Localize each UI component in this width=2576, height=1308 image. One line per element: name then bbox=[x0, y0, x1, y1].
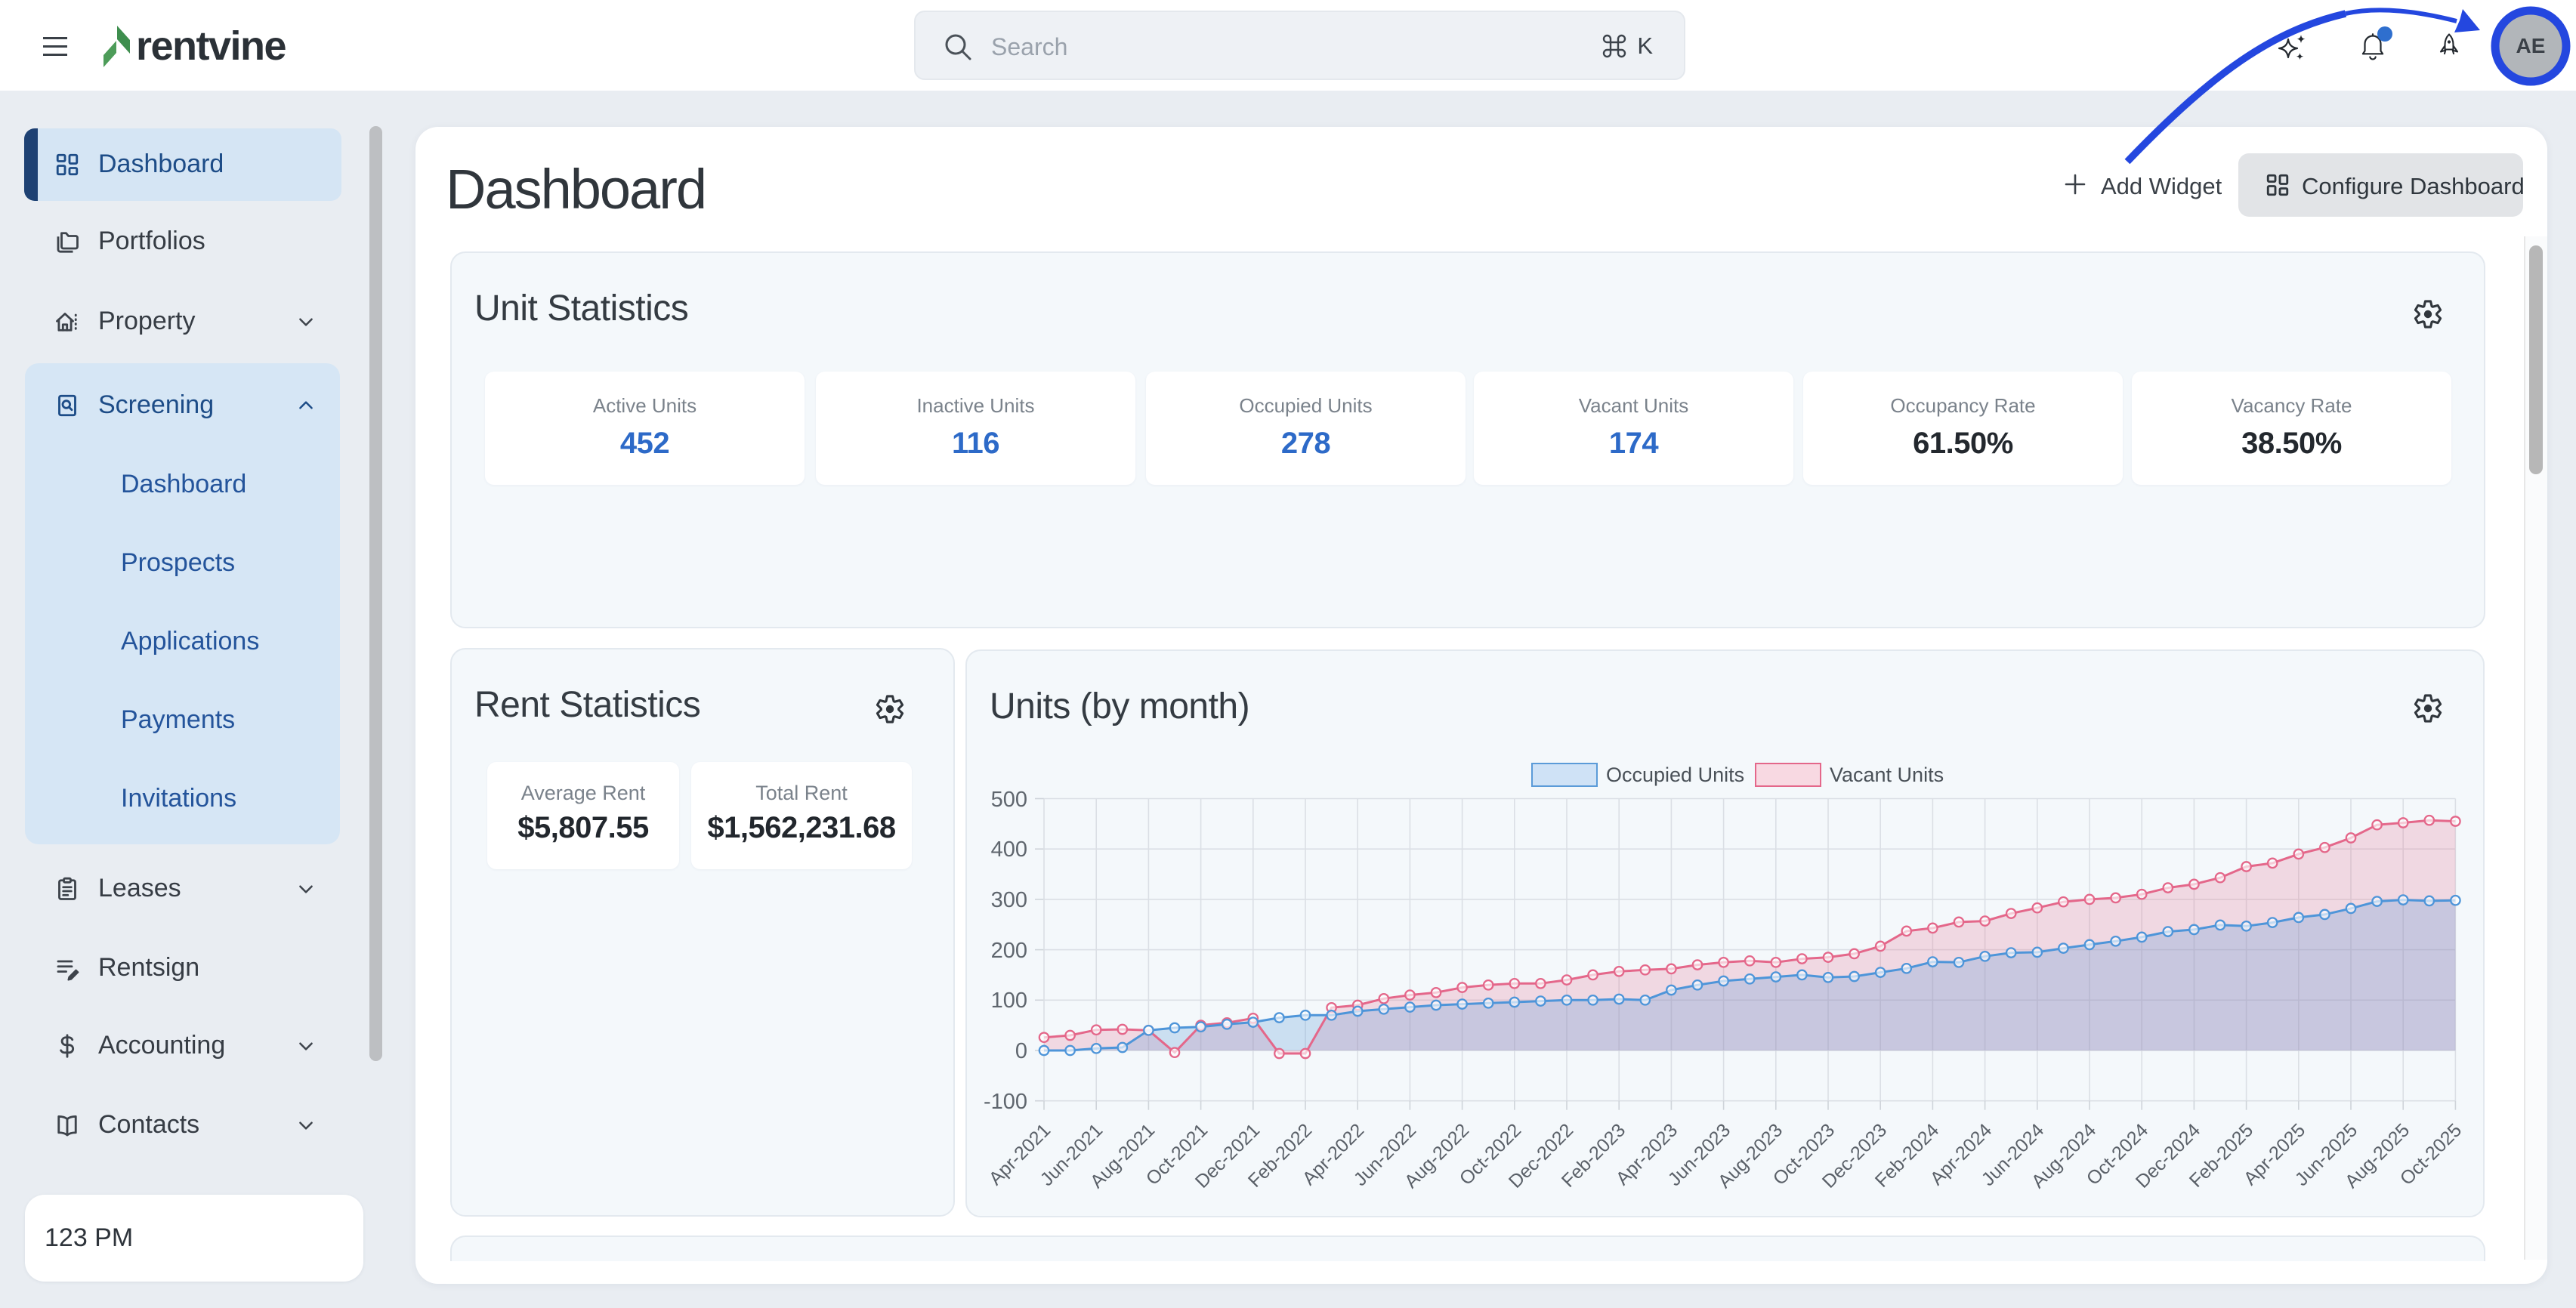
svg-text:400: 400 bbox=[991, 838, 1027, 862]
svg-text:500: 500 bbox=[991, 788, 1027, 812]
svg-text:300: 300 bbox=[991, 888, 1027, 912]
svg-text:-100: -100 bbox=[984, 1090, 1027, 1114]
svg-text:0: 0 bbox=[1015, 1039, 1027, 1063]
svg-text:200: 200 bbox=[991, 939, 1027, 963]
svg-text:Vacant Units: Vacant Units bbox=[1830, 764, 1944, 786]
svg-text:100: 100 bbox=[991, 989, 1027, 1013]
svg-text:Occupied Units: Occupied Units bbox=[1606, 764, 1744, 786]
